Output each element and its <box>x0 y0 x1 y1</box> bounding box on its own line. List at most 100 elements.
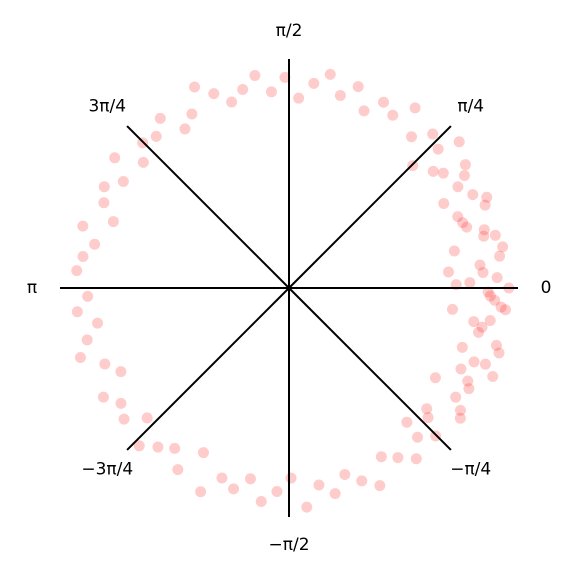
point <box>378 97 389 108</box>
point <box>228 483 239 494</box>
point <box>487 371 498 382</box>
point <box>412 432 423 443</box>
point <box>169 443 180 454</box>
point <box>98 392 109 403</box>
point <box>460 159 471 170</box>
point <box>481 192 492 203</box>
point <box>500 304 511 315</box>
point <box>339 469 350 480</box>
point <box>353 81 364 92</box>
point <box>266 86 277 97</box>
point <box>467 189 478 200</box>
point <box>313 479 324 490</box>
point <box>376 451 387 462</box>
point <box>330 488 341 499</box>
point <box>179 123 190 134</box>
point <box>286 473 297 484</box>
point <box>119 414 130 425</box>
point <box>109 152 120 163</box>
point <box>226 96 237 107</box>
angle-label: π/4 <box>457 96 484 116</box>
point <box>468 316 479 327</box>
point <box>455 363 466 374</box>
point <box>457 342 468 353</box>
point <box>374 480 385 491</box>
point <box>452 211 463 222</box>
angle-line <box>289 288 451 450</box>
point <box>301 502 312 513</box>
point <box>189 81 200 92</box>
point <box>208 88 219 99</box>
point <box>195 486 206 497</box>
point <box>411 453 422 464</box>
angle-label: π <box>27 278 37 298</box>
point <box>387 110 398 121</box>
point <box>447 304 458 315</box>
point <box>455 405 466 416</box>
point <box>410 102 421 113</box>
point <box>99 359 110 370</box>
angle-label: 3π/4 <box>88 96 126 116</box>
point <box>469 356 480 367</box>
point <box>142 412 153 423</box>
point <box>459 170 470 181</box>
point <box>92 318 103 329</box>
point <box>479 224 490 235</box>
point <box>478 267 489 278</box>
point <box>406 131 417 142</box>
point <box>75 352 86 363</box>
point <box>186 109 197 120</box>
point <box>249 70 260 81</box>
point <box>427 128 438 139</box>
point <box>237 84 248 95</box>
point <box>108 216 119 227</box>
point <box>82 334 93 345</box>
point <box>485 291 496 302</box>
point <box>359 105 370 116</box>
point <box>462 376 473 387</box>
point <box>443 266 454 277</box>
point <box>449 246 460 257</box>
point <box>490 230 501 241</box>
point <box>401 417 412 428</box>
point <box>99 181 110 192</box>
point <box>77 251 88 262</box>
point <box>438 168 449 179</box>
angle-label: −π/2 <box>268 535 309 555</box>
point <box>71 265 82 276</box>
angle-line <box>127 288 289 450</box>
angle-label: π/2 <box>276 21 303 41</box>
point <box>464 277 475 288</box>
point <box>492 272 503 283</box>
point <box>392 452 403 463</box>
point <box>198 447 209 458</box>
point <box>430 372 441 383</box>
point <box>450 392 461 403</box>
angle-label: 0 <box>541 278 552 298</box>
point <box>138 157 149 168</box>
point <box>245 473 256 484</box>
point <box>335 90 346 101</box>
angle-label: −3π/4 <box>81 460 133 480</box>
point <box>172 464 183 475</box>
point <box>325 69 336 80</box>
point <box>308 78 319 89</box>
point <box>256 496 267 507</box>
angle-label: −π/4 <box>450 460 491 480</box>
point <box>89 239 100 250</box>
point <box>72 306 83 317</box>
angle-line <box>127 126 289 288</box>
point <box>115 366 126 377</box>
point <box>115 398 126 409</box>
point <box>356 475 367 486</box>
point <box>118 176 129 187</box>
point <box>271 486 282 497</box>
angle-line <box>289 126 451 288</box>
point <box>98 197 109 208</box>
point <box>438 198 449 209</box>
point <box>428 166 439 177</box>
point <box>155 113 166 124</box>
point <box>82 291 93 302</box>
